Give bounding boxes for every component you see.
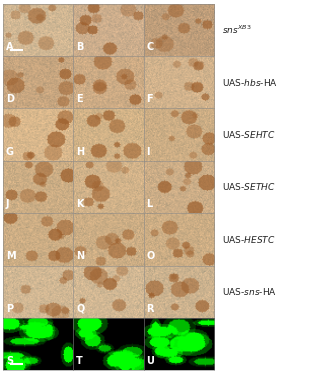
Text: I: I — [146, 147, 150, 157]
Text: C: C — [146, 42, 154, 52]
Text: B: B — [76, 42, 84, 52]
Text: U: U — [146, 356, 154, 366]
Text: $sns^{XB3}$: $sns^{XB3}$ — [222, 24, 251, 36]
Text: A: A — [6, 42, 13, 52]
Text: M: M — [6, 251, 16, 261]
Text: J: J — [6, 199, 9, 209]
Text: UAS-$SEHTC$: UAS-$SEHTC$ — [222, 129, 275, 140]
Text: T: T — [76, 356, 83, 366]
Text: UAS-$sns$-HA: UAS-$sns$-HA — [222, 286, 276, 297]
Text: L: L — [146, 199, 153, 209]
Text: R: R — [146, 304, 154, 314]
Text: O: O — [146, 251, 154, 261]
Text: G: G — [6, 147, 14, 157]
Text: F: F — [146, 94, 153, 104]
Text: H: H — [76, 147, 84, 157]
Text: UAS-$HESTC$: UAS-$HESTC$ — [222, 234, 275, 245]
Text: D: D — [6, 94, 14, 104]
Text: UAS-$hbs$-HA: UAS-$hbs$-HA — [222, 77, 277, 88]
Text: K: K — [76, 199, 84, 209]
Text: UAS-$SETHC$: UAS-$SETHC$ — [222, 181, 275, 193]
Text: N: N — [76, 251, 84, 261]
Text: P: P — [6, 304, 13, 314]
Text: E: E — [76, 94, 83, 104]
Text: S: S — [6, 356, 13, 366]
Text: Q: Q — [76, 304, 84, 314]
